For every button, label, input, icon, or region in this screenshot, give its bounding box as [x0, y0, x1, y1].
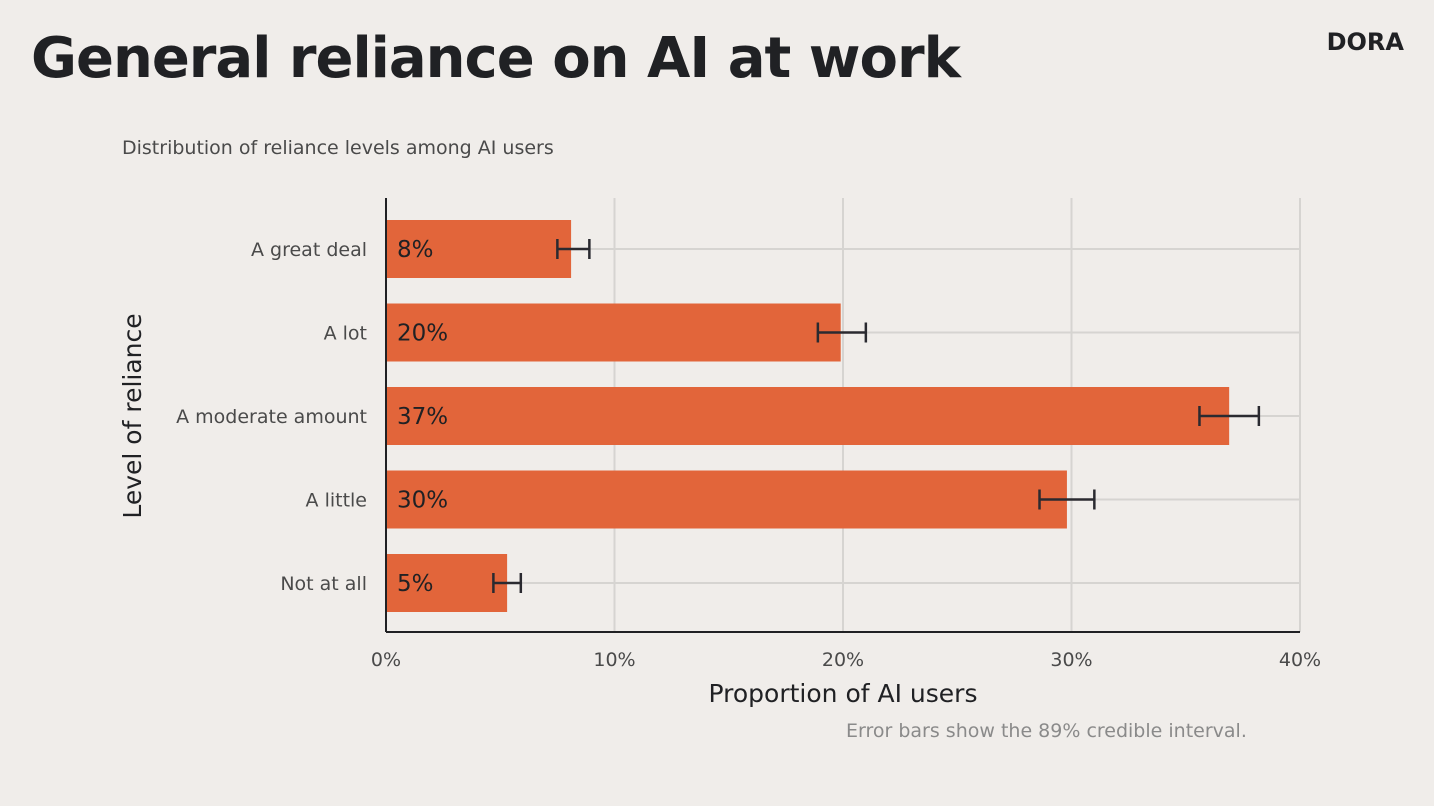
y-tick-label: A little — [306, 490, 367, 512]
data-label: 5% — [397, 571, 434, 597]
x-tick-label: 20% — [822, 649, 864, 671]
y-tick-label: Not at all — [280, 573, 367, 595]
bar — [386, 220, 572, 278]
chart-subtitle: Distribution of reliance levels among AI… — [122, 137, 554, 159]
x-tick-label: 40% — [1279, 649, 1321, 671]
bar — [386, 554, 508, 612]
x-tick-label: 30% — [1050, 649, 1092, 671]
bar — [386, 387, 1230, 445]
y-axis-title: Level of reliance — [118, 313, 147, 518]
data-label: 20% — [397, 321, 448, 347]
data-label: 8% — [397, 237, 434, 263]
x-axis-title: Proportion of AI users — [709, 679, 978, 708]
y-tick-label: A moderate amount — [176, 406, 367, 428]
x-tick-label: 10% — [593, 649, 635, 671]
data-label: 37% — [397, 404, 448, 430]
dora-logo: DORA — [1326, 28, 1404, 56]
bar — [386, 303, 841, 362]
error-bar-note: Error bars show the 89% credible interva… — [846, 720, 1247, 742]
x-tick-label: 0% — [371, 649, 401, 671]
data-label: 30% — [397, 488, 448, 514]
page-title: General reliance on AI at work — [31, 26, 961, 91]
y-tick-label: A great deal — [251, 239, 367, 261]
bar — [386, 470, 1067, 529]
y-tick-label: A lot — [324, 323, 367, 345]
